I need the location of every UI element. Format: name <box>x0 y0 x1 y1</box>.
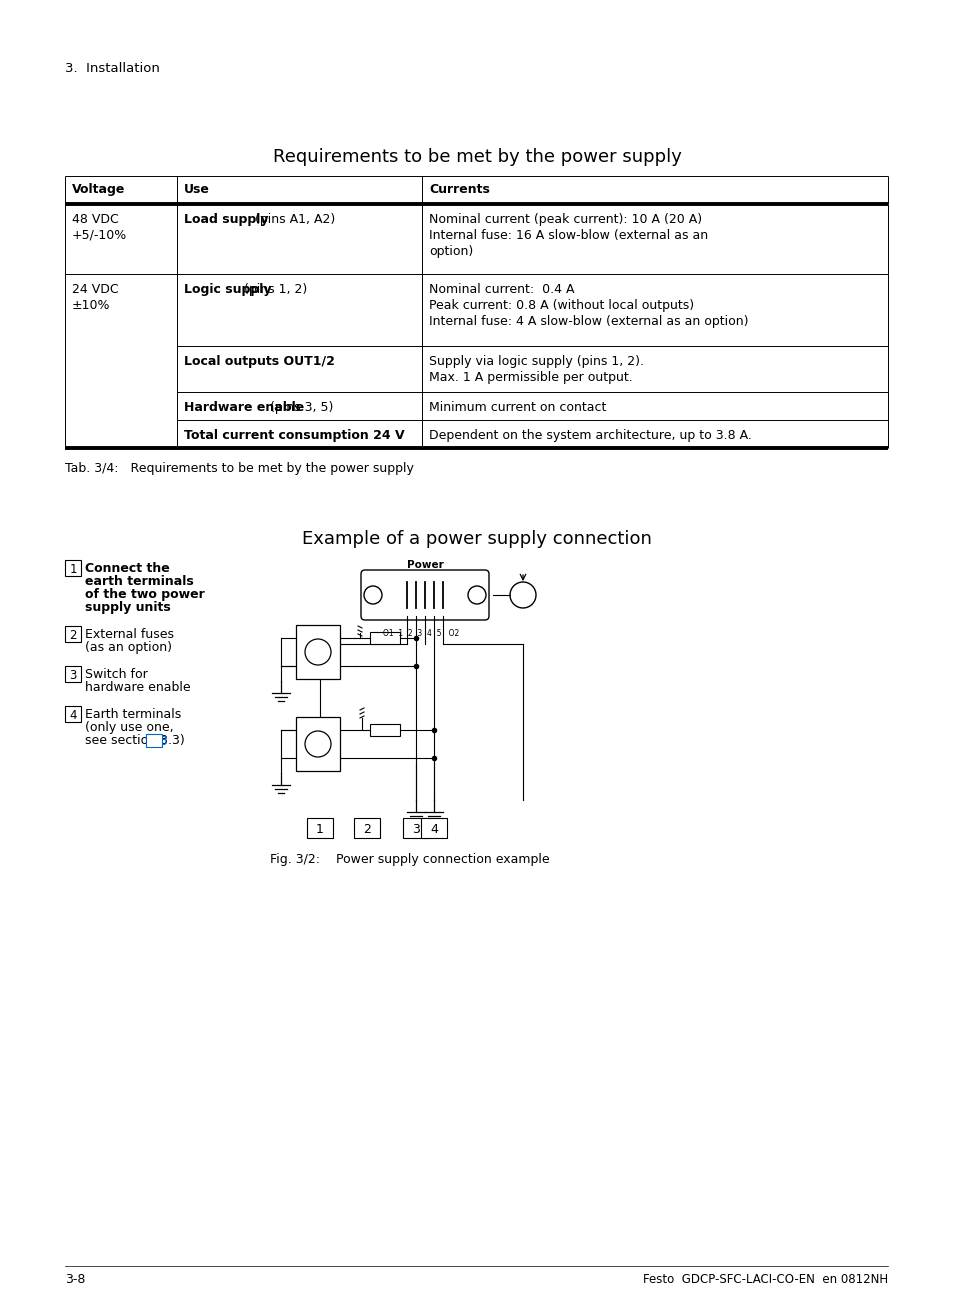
Text: (as an option): (as an option) <box>85 641 172 654</box>
Bar <box>65 626 81 643</box>
Text: Local outputs OUT1/2: Local outputs OUT1/2 <box>184 355 335 368</box>
Text: 2: 2 <box>363 823 371 836</box>
Text: O1  1  2  3  4  5   O2: O1 1 2 3 4 5 O2 <box>382 629 458 639</box>
Bar <box>370 632 399 644</box>
Text: Connect the: Connect the <box>85 562 170 575</box>
Text: Nominal current (peak current): 10 A (20 A)
Internal fuse: 16 A slow-blow (exter: Nominal current (peak current): 10 A (20… <box>429 213 707 259</box>
Text: (pins A1, A2): (pins A1, A2) <box>251 213 335 226</box>
Text: Requirements to be met by the power supply: Requirements to be met by the power supp… <box>273 148 680 166</box>
Bar <box>420 818 447 838</box>
Text: see section 3.3): see section 3.3) <box>85 734 185 747</box>
Text: hardware enable: hardware enable <box>85 680 191 693</box>
Text: Dependent on the system architecture, up to 3.8 A.: Dependent on the system architecture, up… <box>429 428 751 441</box>
Bar <box>65 560 81 576</box>
Text: 3.3: 3.3 <box>149 735 168 748</box>
Text: Currents: Currents <box>429 183 489 196</box>
Text: Switch for: Switch for <box>85 667 148 680</box>
Text: Voltage: Voltage <box>71 183 125 196</box>
Text: 3: 3 <box>70 669 76 682</box>
Text: Load supply: Load supply <box>184 213 268 226</box>
Text: Use: Use <box>184 183 210 196</box>
Text: External fuses: External fuses <box>85 628 173 641</box>
Bar <box>354 818 379 838</box>
Bar <box>370 724 399 737</box>
Text: 48 VDC
+5/-10%: 48 VDC +5/-10% <box>71 213 127 242</box>
Text: 3-8: 3-8 <box>65 1273 85 1286</box>
Text: (pins 3, 5): (pins 3, 5) <box>266 401 333 414</box>
Text: Power: Power <box>406 560 443 569</box>
Text: 3.  Installation: 3. Installation <box>65 61 160 74</box>
Text: Festo  GDCP-SFC-LACI-CO-EN  en 0812NH: Festo GDCP-SFC-LACI-CO-EN en 0812NH <box>642 1273 887 1286</box>
Bar <box>307 818 333 838</box>
Text: 1: 1 <box>70 563 76 576</box>
Text: 1: 1 <box>315 823 324 836</box>
Text: 24 VDC
±10%: 24 VDC ±10% <box>71 283 118 312</box>
Text: Tab. 3/4:   Requirements to be met by the power supply: Tab. 3/4: Requirements to be met by the … <box>65 462 414 475</box>
Text: 4: 4 <box>430 823 437 836</box>
Text: Fig. 3/2:    Power supply connection example: Fig. 3/2: Power supply connection exampl… <box>270 853 549 866</box>
Text: Supply via logic supply (pins 1, 2).
Max. 1 A permissible per output.: Supply via logic supply (pins 1, 2). Max… <box>429 355 643 384</box>
Text: supply units: supply units <box>85 601 171 614</box>
Bar <box>295 626 339 679</box>
Text: (pins 1, 2): (pins 1, 2) <box>240 283 307 296</box>
Text: Nominal current:  0.4 A
Peak current: 0.8 A (without local outputs)
Internal fus: Nominal current: 0.4 A Peak current: 0.8… <box>429 283 748 328</box>
Text: Earth terminals: Earth terminals <box>85 708 181 721</box>
Bar <box>295 717 339 771</box>
FancyBboxPatch shape <box>360 569 489 620</box>
Text: earth terminals: earth terminals <box>85 575 193 588</box>
Bar <box>65 666 81 682</box>
Text: (only use one,: (only use one, <box>85 721 173 734</box>
Text: 4: 4 <box>70 709 76 722</box>
Text: 2: 2 <box>70 629 76 643</box>
Text: 3: 3 <box>412 823 419 836</box>
Text: Minimum current on contact: Minimum current on contact <box>429 401 606 414</box>
Text: of the two power: of the two power <box>85 588 205 601</box>
Text: Example of a power supply connection: Example of a power supply connection <box>302 530 651 549</box>
Bar <box>146 734 162 747</box>
Text: Hardware enable: Hardware enable <box>184 401 304 414</box>
Text: Total current consumption 24 V: Total current consumption 24 V <box>184 428 404 441</box>
Bar <box>65 707 81 722</box>
Bar <box>402 818 429 838</box>
Text: Logic supply: Logic supply <box>184 283 272 296</box>
